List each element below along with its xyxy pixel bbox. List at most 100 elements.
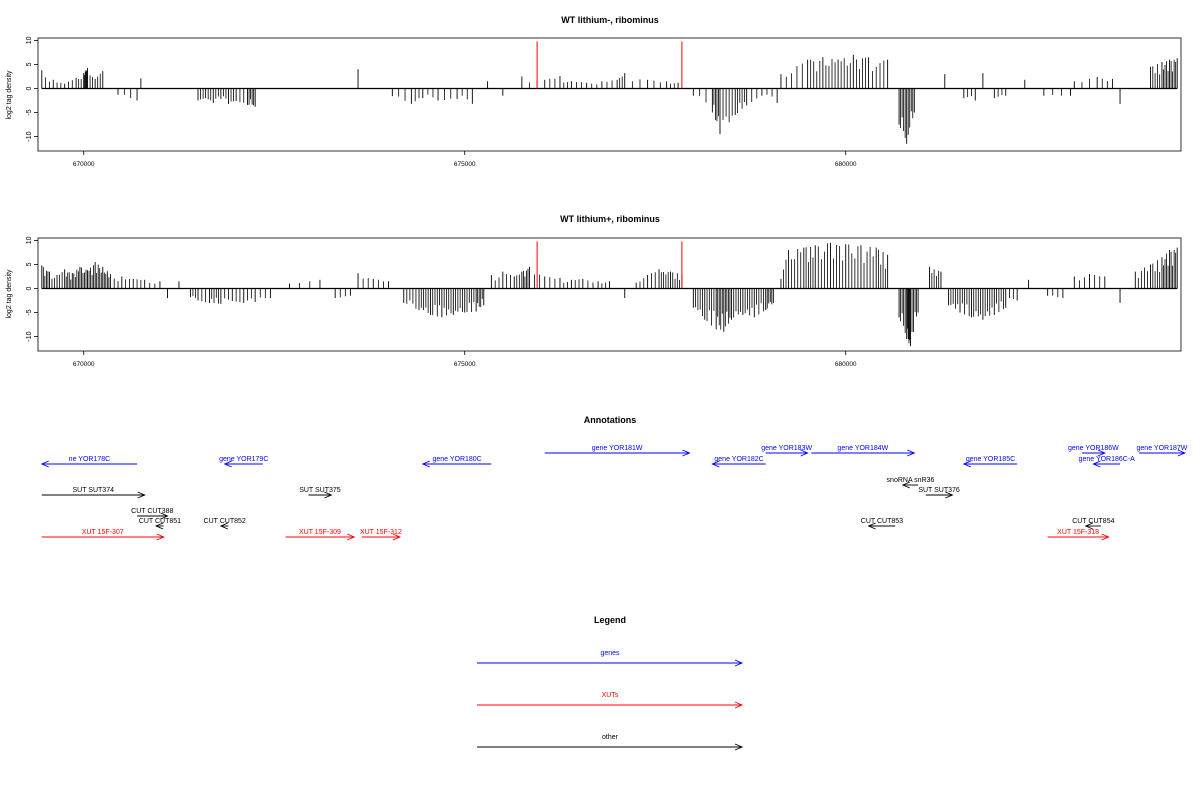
feature-label: XUT 15F-307 xyxy=(82,529,124,536)
annotation-feature: gene YOR186C-A xyxy=(1079,456,1136,468)
annotation-feature: SUT SUT376 xyxy=(918,487,960,499)
annotation-feature: XUT 15F-307 xyxy=(41,529,165,541)
x-axis: 670000 675000 680000 xyxy=(73,151,857,168)
annotation-feature: gene YOR187W xyxy=(1137,445,1188,457)
y-tick-label: 10 xyxy=(26,236,33,244)
signal-panel-lithium-plus: WT lithium+, ribominus log2 tag density … xyxy=(6,214,1182,368)
feature-arrowhead xyxy=(1084,522,1093,530)
legend-arrowhead xyxy=(734,659,744,667)
feature-arrowhead xyxy=(324,491,333,499)
feature-arrowhead xyxy=(962,460,972,468)
annotation-feature: gene YOR181W xyxy=(544,445,691,457)
feature-arrowhead xyxy=(421,460,430,468)
annotation-feature: XUT 15F-309 xyxy=(285,529,356,541)
y-tick-label: 5 xyxy=(26,62,33,66)
feature-label: XUT 15F-318 xyxy=(1057,529,1099,536)
annotation-feature: gene YOR185C xyxy=(962,456,1018,468)
x-tick-label: 680000 xyxy=(835,361,857,368)
annotation-feature: SUT SUT374 xyxy=(41,487,146,499)
feature-arrowhead xyxy=(40,460,49,468)
annotation-feature: gene YOR184W xyxy=(811,445,916,457)
panel-title: WT lithium+, ribominus xyxy=(560,214,660,224)
legend-title: Legend xyxy=(594,615,626,625)
feature-label: gene YOR184W xyxy=(837,445,888,452)
feature-label: gene YOR183W xyxy=(761,445,812,452)
y-axis: 10 5 0 -5 -10 xyxy=(26,36,38,142)
feature-arrowhead xyxy=(1177,449,1186,457)
feature-label: CUT CUT854 xyxy=(1072,518,1114,525)
feature-arrowhead xyxy=(392,533,402,541)
legend-label: genes xyxy=(600,650,620,657)
feature-label: gene YOR179C xyxy=(219,456,268,463)
feature-label: gene YOR180C xyxy=(432,456,481,463)
feature-label: CUT CUT851 xyxy=(139,518,181,525)
feature-label: ne YOR178C xyxy=(69,456,111,463)
annotation-feature: CUT CUT853 xyxy=(861,518,903,530)
feature-label: XUT 15F-309 xyxy=(299,529,341,536)
annotation-track: Annotations ne YOR178C gene YOR179C gene Y… xyxy=(40,415,1188,541)
y-tick-label: -5 xyxy=(26,309,33,315)
y-tick-label: -10 xyxy=(26,131,33,141)
feature-arrowhead xyxy=(223,460,232,468)
annotation-feature: CUT CUT388 xyxy=(131,508,174,520)
legend-item: other xyxy=(477,734,744,751)
feature-arrowhead xyxy=(800,449,809,457)
feature-label: CUT CUT853 xyxy=(861,518,903,525)
feature-arrowhead xyxy=(945,491,954,499)
feature-label: snoRNA snR36 xyxy=(887,477,935,484)
legend: Legend genes XUTs other xyxy=(477,615,744,751)
feature-arrowhead xyxy=(682,449,691,457)
y-tick-label: 0 xyxy=(26,286,33,290)
annotation-feature: gene YOR180C xyxy=(421,456,492,468)
feature-label: XUT 15F-312 xyxy=(360,529,402,536)
annotation-feature: gene YOR183W xyxy=(761,445,812,457)
feature-arrowhead xyxy=(1097,449,1106,457)
feature-arrowhead xyxy=(154,522,164,530)
signal-bars xyxy=(41,41,1178,144)
annotation-feature: gene YOR186W xyxy=(1068,445,1119,457)
legend-label: XUTs xyxy=(602,692,619,699)
y-tick-label: 10 xyxy=(26,36,33,44)
y-tick-label: 0 xyxy=(26,86,33,90)
feature-arrowhead xyxy=(347,533,356,541)
feature-arrowhead xyxy=(1101,533,1110,541)
feature-arrowhead xyxy=(137,491,146,499)
feature-label: CUT CUT388 xyxy=(131,508,173,515)
y-tick-label: -10 xyxy=(26,331,33,341)
x-axis: 670000 675000 680000 xyxy=(73,351,857,368)
x-tick-label: 675000 xyxy=(454,161,476,168)
legend-arrowhead xyxy=(734,701,744,709)
legend-item: genes xyxy=(477,650,744,667)
x-tick-label: 675000 xyxy=(454,361,476,368)
y-tick-label: -5 xyxy=(26,109,33,115)
annotation-feature: SUT SUT375 xyxy=(299,487,341,499)
feature-arrowhead xyxy=(867,522,876,530)
y-axis-label: log2 tag density xyxy=(6,70,13,120)
annotation-feature: XUT 15F-312 xyxy=(360,529,402,541)
panel-title: WT lithium-, ribominus xyxy=(561,15,659,25)
feature-label: gene YOR185C xyxy=(966,456,1015,463)
feature-label: gene YOR182C xyxy=(714,456,763,463)
feature-label: gene YOR181W xyxy=(592,445,643,452)
signal-bars xyxy=(41,241,1178,347)
annotation-feature: CUT CUT852 xyxy=(204,518,246,530)
signal-panel-lithium-minus: WT lithium-, ribominus log2 tag density … xyxy=(6,15,1182,168)
y-axis: 10 5 0 -5 -10 xyxy=(26,236,38,342)
x-tick-label: 670000 xyxy=(73,361,95,368)
feature-label: SUT SUT374 xyxy=(72,487,114,494)
annotation-feature: CUT CUT851 xyxy=(139,518,181,530)
feature-arrowhead xyxy=(1092,460,1101,468)
annotation-feature: snoRNA snR36 xyxy=(887,477,935,489)
annotation-feature: gene YOR179C xyxy=(219,456,268,468)
feature-arrowhead xyxy=(907,449,916,457)
legend-label: other xyxy=(602,734,619,741)
feature-label: gene YOR186C-A xyxy=(1079,456,1136,463)
legend-arrowhead xyxy=(734,743,744,751)
feature-arrowhead xyxy=(901,481,911,489)
feature-label: gene YOR187W xyxy=(1137,445,1188,452)
annotation-feature: ne YOR178C xyxy=(40,456,138,468)
feature-label: gene YOR186W xyxy=(1068,445,1119,452)
feature-label: SUT SUT376 xyxy=(918,487,960,494)
feature-label: CUT CUT852 xyxy=(204,518,246,525)
annotation-feature: XUT 15F-318 xyxy=(1047,529,1110,541)
